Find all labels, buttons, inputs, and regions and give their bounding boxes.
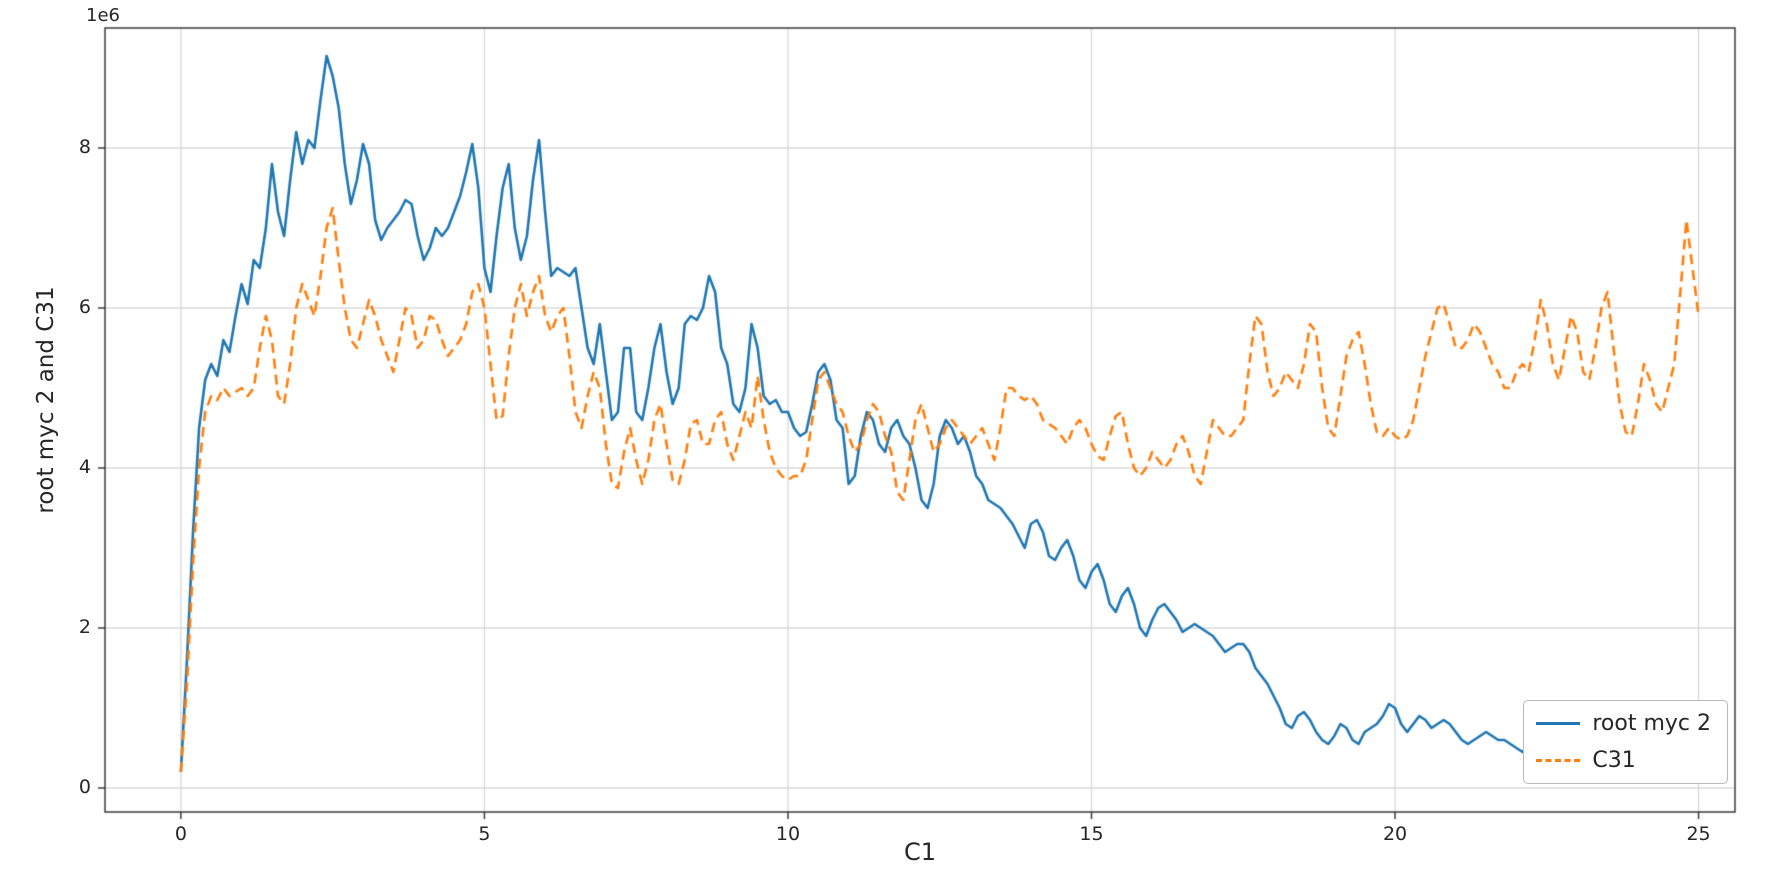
legend-entry-root-myc-2: root myc 2 xyxy=(1536,711,1711,736)
x-tick-label: 15 xyxy=(1079,823,1104,845)
x-tick-label: 10 xyxy=(775,823,801,845)
y-tick-label: 2 xyxy=(78,616,91,638)
x-axis-title: C1 xyxy=(903,838,937,866)
y-tick-label: 8 xyxy=(78,136,91,158)
legend-label: root myc 2 xyxy=(1592,711,1711,736)
y-tick-label: 6 xyxy=(78,296,91,318)
x-tick-label: 25 xyxy=(1686,823,1711,845)
y-axis-title: root myc 2 and C31 xyxy=(33,286,59,514)
legend-entry-c31: C31 xyxy=(1536,748,1711,773)
y-tick-label: 4 xyxy=(78,456,91,478)
legend-line-sample-solid-icon xyxy=(1536,722,1581,725)
x-tick-label: 0 xyxy=(174,823,187,845)
legend: root myc 2 C31 xyxy=(1523,700,1728,784)
x-tick-label: 20 xyxy=(1382,823,1408,845)
x-tick-label: 5 xyxy=(478,823,491,845)
y-tick-label: 0 xyxy=(78,776,91,798)
legend-line-sample-dashed-icon xyxy=(1536,759,1581,762)
y-axis-offset-label: 1e6 xyxy=(86,5,120,26)
legend-label: C31 xyxy=(1592,748,1636,773)
